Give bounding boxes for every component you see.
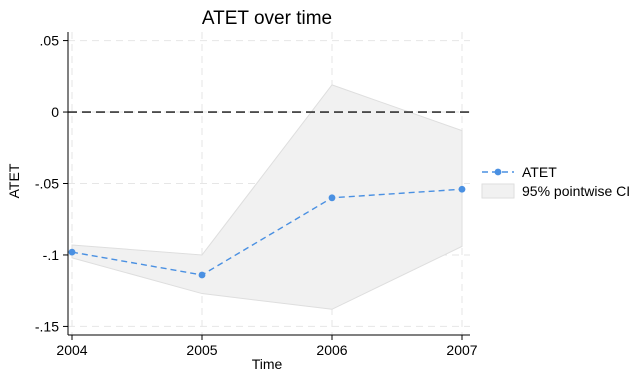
x-axis-label: Time <box>252 356 283 372</box>
atet-point <box>198 271 206 279</box>
y-axis-label: ATET <box>6 163 22 198</box>
y-tick-label: -.15 <box>35 318 59 334</box>
y-tick-label: -.05 <box>35 176 59 192</box>
atet-line <box>71 188 463 276</box>
atet-point <box>458 185 466 193</box>
y-tick-label: .05 <box>40 33 60 49</box>
legend-atet-label: ATET <box>522 164 557 180</box>
ci-band-layer <box>71 84 463 310</box>
legend-ci-swatch <box>481 183 515 199</box>
legend-atet-marker <box>494 168 502 176</box>
atet-point <box>328 194 336 202</box>
x-tick-label: 2006 <box>316 342 347 358</box>
x-tick-label: 2005 <box>186 342 217 358</box>
atet-series-layer <box>68 185 466 279</box>
legend: ATET 95% pointwise CI <box>481 164 630 199</box>
atet-point <box>68 248 76 256</box>
chart-title: ATET over time <box>202 8 332 29</box>
x-tick-label: 2007 <box>446 342 477 358</box>
ci-band <box>71 84 463 310</box>
legend-ci-label: 95% pointwise CI <box>522 183 630 199</box>
axis-layer: .05 0 -.05 -.1 -.15 2004 2005 2006 2007 <box>35 32 478 358</box>
y-tick-label: -.1 <box>43 247 60 263</box>
x-tick-label: 2004 <box>56 342 87 358</box>
y-tick-label: 0 <box>51 104 59 120</box>
